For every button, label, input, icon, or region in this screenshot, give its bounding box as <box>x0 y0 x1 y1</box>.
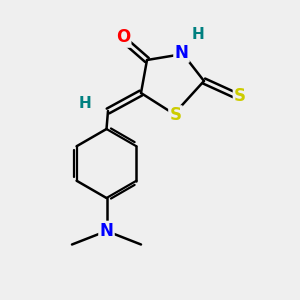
Text: S: S <box>234 87 246 105</box>
Text: H: H <box>79 96 92 111</box>
Text: S: S <box>169 106 181 124</box>
Text: O: O <box>116 28 130 46</box>
Text: N: N <box>100 222 113 240</box>
Text: H: H <box>192 27 204 42</box>
Text: N: N <box>175 44 188 62</box>
